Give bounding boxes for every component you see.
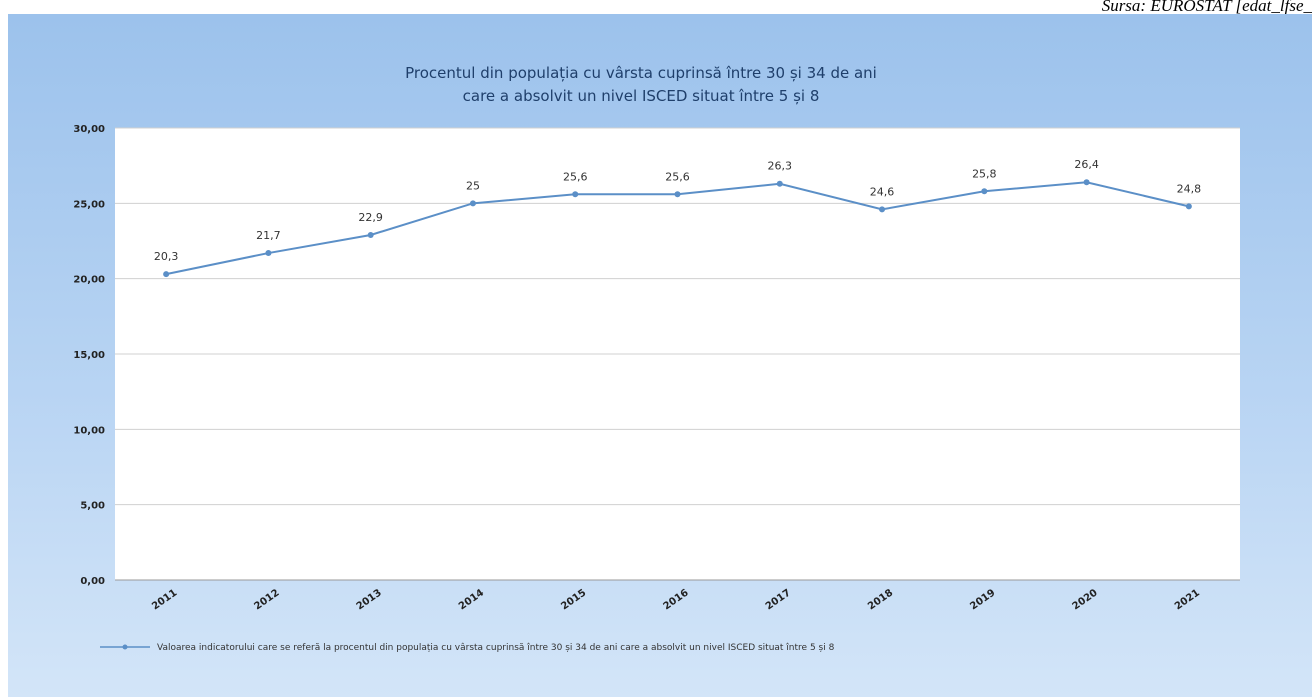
x-tick-label: 2019 — [968, 587, 997, 612]
y-tick-label: 10,00 — [73, 425, 105, 436]
data-point — [367, 231, 374, 238]
x-tick-label: 2016 — [662, 587, 691, 612]
data-point — [1185, 203, 1192, 210]
legend-label: Valoarea indicatorului care se referă la… — [157, 643, 835, 653]
data-point — [879, 206, 886, 213]
data-label: 25,6 — [563, 170, 588, 183]
y-tick-label: 25,00 — [73, 199, 105, 210]
data-point — [981, 188, 988, 195]
chart-title-line-2: care a absolvit un nivel ISCED situat în… — [463, 87, 820, 105]
data-label: 24,8 — [1177, 182, 1202, 195]
data-label: 25 — [466, 179, 480, 192]
x-tick-label: 2015 — [559, 587, 588, 612]
y-tick-label: 5,00 — [80, 501, 105, 512]
x-tick-label: 2013 — [355, 587, 384, 612]
x-tick-label: 2012 — [252, 587, 281, 612]
data-label: 21,7 — [256, 229, 281, 242]
y-tick-label: 15,00 — [73, 350, 105, 361]
legend-marker-icon — [122, 644, 128, 650]
data-point — [469, 200, 476, 207]
x-tick-label: 2018 — [866, 587, 895, 612]
data-label: 24,6 — [870, 185, 895, 198]
data-point — [265, 250, 272, 257]
data-label: 22,9 — [358, 211, 383, 224]
y-tick-label: 20,00 — [73, 275, 105, 286]
data-point — [163, 271, 170, 278]
data-point — [1083, 179, 1090, 186]
data-point — [674, 191, 681, 198]
data-label: 25,6 — [665, 170, 690, 183]
x-tick-label: 2020 — [1071, 587, 1100, 612]
y-tick-label: 30,00 — [73, 124, 105, 135]
y-tick-label: 0,00 — [80, 576, 105, 587]
data-label: 25,8 — [972, 167, 997, 180]
x-tick-label: 2021 — [1173, 587, 1202, 612]
data-label: 26,3 — [768, 160, 793, 173]
data-point — [572, 191, 579, 198]
source-note: Sursa: EUROSTAT [edat_lfse_ — [1101, 0, 1312, 14]
chart-title-line-1: Procentul din populația cu vârsta cuprin… — [405, 64, 877, 82]
x-tick-label: 2017 — [764, 587, 793, 612]
data-label: 26,4 — [1074, 158, 1099, 171]
x-tick-label: 2011 — [150, 587, 179, 612]
data-label: 20,3 — [154, 250, 179, 263]
data-point — [776, 180, 783, 187]
x-tick-label: 2014 — [457, 587, 486, 612]
